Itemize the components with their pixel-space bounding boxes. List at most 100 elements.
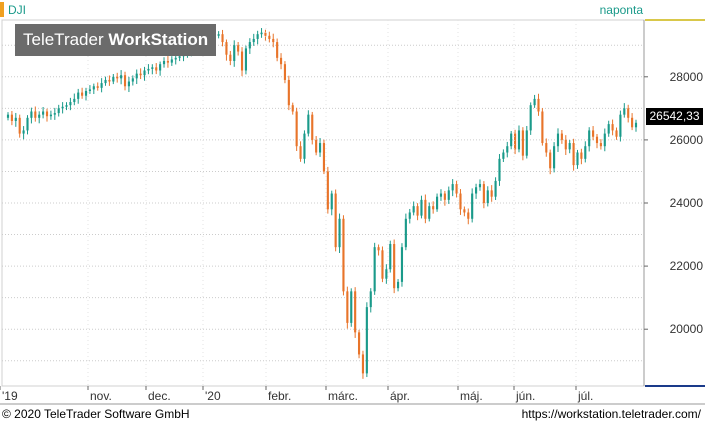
candle-body xyxy=(373,247,376,292)
x-tick-label: dec. xyxy=(148,389,171,403)
candle-body xyxy=(73,98,76,103)
y-tick-label: 26000 xyxy=(670,133,704,147)
candle-body xyxy=(81,92,84,96)
candle-body xyxy=(354,291,357,333)
candle-body xyxy=(6,114,10,118)
candle-body xyxy=(393,244,396,289)
candle-body xyxy=(100,83,103,88)
candle-body xyxy=(151,67,154,69)
candle-body xyxy=(568,143,571,150)
candle-body xyxy=(603,133,606,147)
candle-body xyxy=(428,206,431,219)
candle-body xyxy=(455,184,458,194)
candle-body xyxy=(369,291,372,308)
candle-body xyxy=(96,86,99,88)
candle-body xyxy=(439,193,443,197)
candle-body xyxy=(61,106,64,109)
copyright-text: © 2020 TeleTrader Software GmbH xyxy=(2,407,190,421)
candle-body xyxy=(159,64,162,71)
candle-body xyxy=(408,212,411,219)
candle-body xyxy=(318,143,322,153)
candle-body xyxy=(77,92,80,99)
candle-body xyxy=(389,244,392,270)
candle-body xyxy=(595,136,599,144)
watermark-brand: TeleTrader xyxy=(23,30,104,49)
x-tick-label: '19 xyxy=(2,389,18,403)
candle-body xyxy=(322,143,326,172)
candle-body xyxy=(237,45,240,52)
candle-body xyxy=(459,193,462,210)
candle-body xyxy=(244,48,248,71)
candle-body xyxy=(225,42,228,55)
x-tick-label: ápr. xyxy=(390,389,410,403)
candle-body xyxy=(330,193,333,210)
candle-body xyxy=(529,105,532,131)
candle-body xyxy=(416,206,419,216)
candle-body xyxy=(155,67,158,71)
candle-body xyxy=(435,196,439,210)
candle-body xyxy=(475,187,478,194)
candle-body xyxy=(92,86,95,90)
candle-body xyxy=(623,108,626,115)
candle-body xyxy=(256,34,259,39)
candle-body xyxy=(279,57,283,65)
candle-body xyxy=(22,130,25,134)
candle-body xyxy=(276,42,279,58)
footer-url-link[interactable]: https://workstation.teletrader.com/ xyxy=(521,407,701,421)
candle-body xyxy=(272,38,275,43)
candle-body xyxy=(404,218,407,248)
candle-body xyxy=(342,218,345,292)
symbol-color-marker xyxy=(0,2,4,17)
candle-body xyxy=(514,133,517,150)
candle-body xyxy=(84,90,88,96)
x-tick-label: '20 xyxy=(205,389,221,403)
candle-body xyxy=(42,111,45,115)
candle-body xyxy=(315,139,318,153)
candle-body xyxy=(88,89,91,91)
candle-body xyxy=(525,130,528,156)
candle-body xyxy=(116,76,119,79)
teletrader-watermark: TeleTrader WorkStation xyxy=(15,24,216,56)
candle-body xyxy=(18,117,21,134)
candle-body xyxy=(268,35,271,39)
x-tick-label: nov. xyxy=(90,389,112,403)
y-tick-label: 24000 xyxy=(670,196,704,210)
candle-body xyxy=(381,250,384,279)
x-tick-label: máj. xyxy=(460,389,483,403)
candle-body xyxy=(178,56,181,58)
candle-body xyxy=(545,143,548,153)
candle-body xyxy=(338,218,341,248)
candle-body xyxy=(517,130,521,150)
candle-body xyxy=(65,105,68,107)
candle-body xyxy=(240,51,244,71)
candle-body xyxy=(588,130,591,147)
candle-body xyxy=(166,61,169,63)
candle-body xyxy=(104,79,107,84)
candle-body xyxy=(486,190,489,203)
candle-body xyxy=(463,209,466,213)
candle-body xyxy=(420,199,423,216)
interval-label[interactable]: naponta xyxy=(599,3,643,17)
candle-body xyxy=(541,111,544,144)
candle-body xyxy=(350,291,353,323)
candle-body xyxy=(53,113,56,115)
candle-body xyxy=(553,146,556,169)
candle-body xyxy=(49,114,52,117)
candle-body xyxy=(291,105,294,112)
candle-body xyxy=(607,124,610,134)
candle-body xyxy=(108,79,111,82)
candle-body xyxy=(510,133,513,147)
candle-body xyxy=(229,54,232,62)
candle-body xyxy=(299,146,302,159)
last-price-badge: 26542,33 xyxy=(646,108,703,125)
x-tick-label: febr. xyxy=(268,389,291,403)
candle-body xyxy=(502,152,505,159)
candle-body xyxy=(147,68,150,71)
candle-body xyxy=(599,143,602,147)
candle-body xyxy=(584,146,587,159)
candle-body xyxy=(303,133,306,159)
candle-body xyxy=(127,81,130,87)
candle-body xyxy=(498,158,501,181)
candle-body xyxy=(443,193,446,200)
